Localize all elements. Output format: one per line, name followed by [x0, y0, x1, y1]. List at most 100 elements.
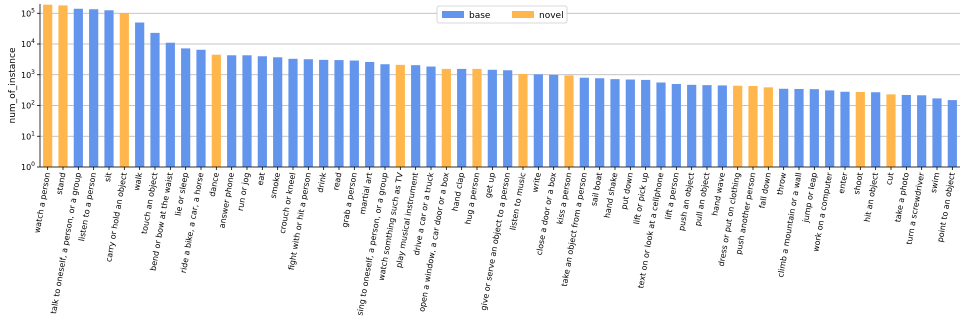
bar-1: [58, 5, 67, 167]
legend-swatch-base: [442, 11, 464, 18]
axes: [40, 4, 960, 167]
bar-28: [472, 69, 481, 167]
gridlines: [40, 13, 960, 167]
x-tick-label: run or jog: [236, 172, 252, 212]
bar-9: [181, 48, 190, 167]
bar-34: [564, 75, 573, 167]
x-tick-label: hit an object: [863, 172, 881, 223]
x-tick-label: lie or sleep: [174, 172, 190, 217]
y-tick-label: 100: [21, 161, 35, 172]
bar-14: [258, 56, 267, 167]
x-tick-label: shoot: [852, 172, 865, 195]
bar-17: [304, 59, 313, 167]
bar-8: [166, 43, 175, 167]
x-tick-label: cut: [884, 172, 895, 186]
x-tick-label: throw: [775, 171, 788, 195]
bar-0: [43, 5, 52, 167]
x-tick-label: lift a person: [664, 172, 681, 221]
bar-48: [779, 89, 788, 167]
bar-56: [902, 95, 911, 167]
bar-47: [764, 87, 773, 167]
x-tick-label: write: [530, 172, 542, 193]
x-tick-label: martial art: [358, 172, 374, 215]
y-axis-label: num_of_instance: [8, 47, 18, 123]
legend-label-base: base: [469, 11, 491, 21]
x-tick-label: enter: [837, 171, 850, 194]
bar-35: [580, 78, 589, 167]
bar-45: [733, 86, 742, 167]
bar-43: [702, 85, 711, 167]
x-tick-label: eat: [256, 172, 267, 186]
bar-5: [120, 13, 129, 167]
legend-swatch-novel: [512, 11, 534, 18]
x-tick-label: stand: [55, 172, 68, 196]
x-tick-label: hug a person: [463, 172, 481, 225]
bars: [43, 5, 957, 167]
y-ticks: 100 101 102 103 104 105: [21, 7, 40, 172]
x-tick-label: swim: [929, 172, 941, 194]
x-tick-label: lift or pick up: [632, 172, 650, 225]
legend: base novel: [437, 6, 567, 23]
bar-50: [810, 89, 819, 167]
bar-10: [196, 50, 205, 167]
bar-25: [426, 67, 435, 167]
bar-4: [104, 10, 113, 167]
x-tick-label: fall down: [758, 172, 773, 209]
x-tick-label: hand shake: [603, 172, 620, 219]
bar-23: [396, 65, 405, 167]
bar-31: [518, 74, 527, 167]
y-tick-label: 101: [21, 130, 35, 141]
bar-55: [886, 94, 895, 167]
x-tick-label: dance: [208, 172, 221, 198]
bar-7: [150, 33, 159, 167]
bar-37: [610, 79, 619, 167]
y-tick-label: 103: [21, 69, 35, 80]
x-tick-label: drink: [316, 171, 328, 193]
x-tick-label: answer phone: [217, 172, 236, 229]
x-tick-label: watch a person: [33, 172, 53, 234]
x-tick-label: hand clap: [450, 172, 466, 212]
bar-27: [457, 69, 466, 167]
x-tick-label: put down: [619, 172, 634, 210]
bar-51: [825, 90, 834, 167]
bar-29: [488, 70, 497, 167]
bar-6: [135, 23, 144, 167]
bar-24: [411, 65, 420, 167]
bar-39: [641, 80, 650, 167]
bar-33: [549, 75, 558, 167]
bar-54: [871, 92, 880, 167]
x-tick-label: jump or leap: [801, 172, 819, 224]
x-tick-label: take a photo: [893, 172, 911, 223]
bar-13: [242, 55, 251, 167]
x-tick-label: kiss a person: [555, 172, 573, 225]
bar-16: [288, 59, 297, 167]
bar-12: [227, 55, 236, 167]
bar-57: [917, 95, 926, 167]
bar-38: [626, 80, 635, 167]
x-tick-label: walk: [132, 171, 144, 191]
bar-58: [932, 98, 941, 167]
bar-44: [718, 85, 727, 167]
bar-21: [365, 62, 374, 167]
bar-41: [672, 84, 681, 167]
bar-36: [595, 78, 604, 167]
bar-49: [794, 89, 803, 167]
bar-19: [334, 60, 343, 167]
bar-20: [350, 61, 359, 167]
bar-3: [89, 9, 98, 167]
bar-15: [273, 57, 282, 167]
bar-18: [319, 60, 328, 167]
legend-label-novel: novel: [539, 11, 564, 21]
y-tick-label: 104: [21, 38, 35, 49]
bar-53: [856, 92, 865, 167]
x-tick-label: get up: [483, 172, 496, 199]
bar-30: [503, 70, 512, 167]
x-tick-label: listen to music: [508, 172, 527, 231]
bar-32: [534, 74, 543, 167]
y-tick-label: 105: [21, 7, 35, 18]
x-tick-label: sail boat: [589, 172, 604, 207]
x-tick-label: carry or hold an object: [104, 172, 129, 263]
x-tick-label: read: [331, 172, 343, 191]
y-tick-label: 102: [21, 100, 35, 111]
